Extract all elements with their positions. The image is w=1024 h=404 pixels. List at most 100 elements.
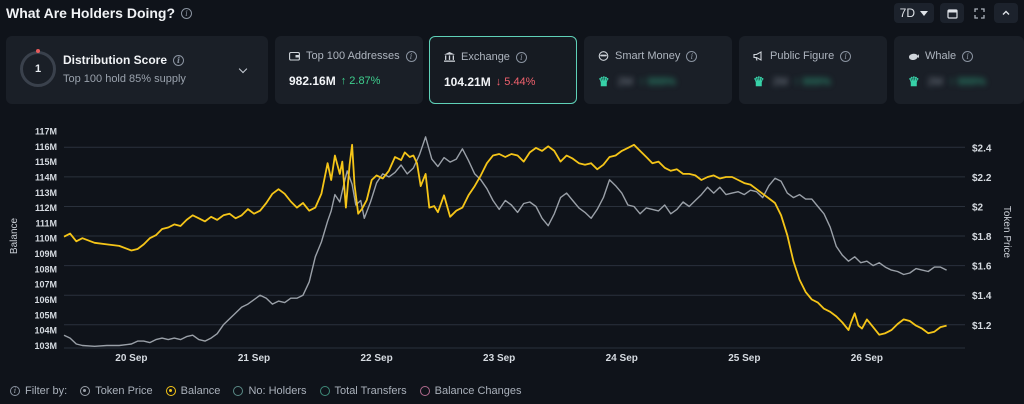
distribution-score-card[interactable]: 1 Distribution Score i Top 100 hold 85% s…	[6, 36, 268, 104]
x-tick-label: 22 Sep	[360, 353, 392, 364]
card-label-text: Smart Money	[615, 50, 681, 62]
info-icon[interactable]: i	[515, 51, 527, 63]
whale-icon	[908, 51, 919, 62]
collapse-button[interactable]	[994, 3, 1018, 23]
card-value-number: 2M	[617, 76, 633, 88]
smart-money-icon	[598, 51, 609, 62]
range-select-value: 7D	[899, 6, 915, 20]
arrow-up-icon: ↑	[340, 75, 347, 87]
x-tick-label: 26 Sep	[851, 353, 883, 364]
card-smart-money[interactable]: Smart Money i ♛ 2M ↑ 999%	[584, 36, 732, 104]
ring-indicator-dot	[36, 49, 40, 53]
arrow-down-icon: ↓	[495, 76, 502, 88]
card-change: ↑ 999%	[638, 76, 676, 88]
y-right-tick-label: $2.2	[972, 173, 992, 184]
y-left-tick-label: 111M	[35, 218, 57, 228]
legend-label: Balance	[180, 385, 221, 397]
y-left-tick-label: 112M	[35, 203, 57, 213]
card-change: ↑ 999%	[793, 76, 831, 88]
holders-chart[interactable]: 103M 104M 105M 106M 107M 108M 109M 110M 111M 112M…	[0, 116, 1024, 378]
card-value: ♛ 2M ↑ 999%	[598, 74, 676, 90]
card-label: Top 100 Addresses i	[289, 50, 417, 62]
card-change-value: 2.87%	[349, 75, 381, 87]
card-exchange[interactable]: Exchange i 104.21M ↓ 5.44%	[429, 36, 577, 104]
card-value-number: 982.16M	[289, 74, 336, 88]
distribution-rank: 1	[34, 63, 42, 75]
card-value-number: 104.21M	[444, 75, 491, 89]
card-value: 982.16M ↑ 2.87%	[289, 74, 380, 88]
x-tick-label: 23 Sep	[483, 353, 515, 364]
info-icon[interactable]: i	[181, 7, 193, 19]
card-label-text: Exchange	[461, 51, 510, 63]
filter-label: Filter by:	[25, 385, 68, 397]
chart-lines	[63, 136, 947, 347]
y-left-tick-label: 103M	[34, 341, 57, 351]
info-icon[interactable]: i	[10, 386, 20, 396]
x-axis: 20 Sep 21 Sep 22 Sep 23 Sep 24 Sep 25 Sep 26 S…	[115, 353, 883, 364]
y-left-tick-label: 105M	[34, 310, 57, 320]
fullscreen-button[interactable]	[970, 3, 988, 23]
card-change: ↑ 999%	[948, 76, 986, 88]
expand-icon	[973, 7, 985, 19]
card-label: Exchange i	[444, 51, 527, 63]
info-icon[interactable]: i	[173, 54, 185, 66]
card-label: Smart Money i	[598, 50, 698, 62]
y-axis-right: $1.2 $1.4 $1.6 $1.8 $2 $2.2 $2.4	[972, 143, 992, 332]
y-left-tick-label: 104M	[34, 326, 57, 336]
info-icon[interactable]: i	[686, 50, 698, 62]
crown-icon: ♛	[598, 74, 610, 89]
legend-item-balance[interactable]: Balance	[165, 385, 221, 397]
calendar-button[interactable]	[940, 3, 964, 23]
card-change-value: 5.44%	[504, 76, 536, 88]
legend-label: Total Transfers	[334, 385, 407, 397]
card-label-text: Whale	[925, 50, 957, 62]
chevron-up-icon	[1002, 10, 1010, 15]
info-icon[interactable]: i	[405, 50, 417, 62]
info-icon[interactable]: i	[840, 50, 852, 62]
x-tick-label: 24 Sep	[606, 353, 638, 364]
y-right-tick-label: $2.4	[972, 143, 992, 154]
card-public-figure[interactable]: Public Figure i ♛ 2M ↑ 999%	[739, 36, 887, 104]
card-label-text: Public Figure	[770, 50, 835, 62]
y-right-tick-label: $1.2	[972, 321, 992, 332]
card-value-number: 2M	[772, 76, 788, 88]
card-label-text: Top 100 Addresses	[306, 50, 400, 62]
chart-grid	[64, 146, 965, 349]
card-value: ♛ 2M ↑ 999%	[753, 74, 831, 90]
info-icon[interactable]: i	[962, 50, 974, 62]
card-top-100-addresses[interactable]: Top 100 Addresses i 982.16M ↑ 2.87%	[275, 36, 423, 104]
legend-label: Token Price	[95, 385, 153, 397]
header-controls: 7D	[893, 3, 1018, 23]
y-axis-right-label: Token Price	[1001, 206, 1012, 259]
series-line-token-price	[63, 136, 947, 347]
distribution-title-text: Distribution Score	[63, 53, 168, 67]
card-whale[interactable]: Whale i ♛ 2M ↑ 999%	[894, 36, 1024, 104]
legend: Token Price Balance No: Holders Total Trans…	[67, 385, 522, 397]
legend-radio-icon	[319, 386, 330, 396]
crown-icon: ♛	[908, 74, 920, 89]
megaphone-icon	[753, 51, 764, 62]
legend-item-no-holders[interactable]: No: Holders	[233, 385, 307, 397]
x-tick-label: 20 Sep	[115, 353, 147, 364]
card-label: Whale i	[908, 50, 974, 62]
chevron-down-icon[interactable]	[238, 64, 248, 74]
y-axis-left-label: Balance	[9, 217, 20, 254]
crown-icon: ♛	[753, 74, 765, 89]
y-left-tick-label: 117M	[35, 127, 57, 137]
card-value: 104.21M ↓ 5.44%	[444, 75, 535, 89]
card-change: ↓ 5.44%	[496, 76, 536, 88]
range-select[interactable]: 7D	[893, 3, 934, 23]
legend-radio-icon	[80, 386, 91, 396]
legend-item-balance-changes[interactable]: Balance Changes	[419, 385, 522, 397]
legend-radio-icon	[165, 386, 176, 396]
legend-item-total-transfers[interactable]: Total Transfers	[319, 385, 407, 397]
y-left-tick-label: 113M	[35, 188, 57, 198]
distribution-subtitle: Top 100 hold 85% supply	[63, 73, 186, 85]
distribution-title: Distribution Score i	[63, 53, 185, 67]
legend-item-token-price[interactable]: Token Price	[80, 385, 153, 397]
y-left-tick-label: 109M	[34, 249, 57, 259]
card-label: Public Figure i	[753, 50, 852, 62]
distribution-rank-ring: 1	[20, 51, 56, 87]
bank-icon	[444, 52, 455, 63]
y-left-tick-label: 106M	[34, 295, 57, 305]
